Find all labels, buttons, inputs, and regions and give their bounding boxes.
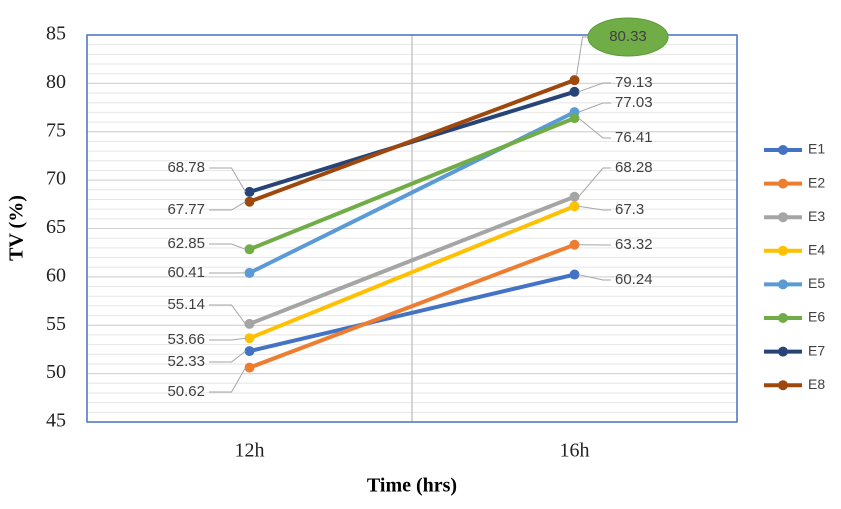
data-point xyxy=(569,191,580,202)
legend-marker xyxy=(778,279,788,290)
data-label: 76.41 xyxy=(615,129,653,146)
legend-label: E4 xyxy=(808,242,825,258)
leader-line xyxy=(209,201,246,211)
legend-marker xyxy=(778,313,788,323)
callout xyxy=(587,17,669,57)
series-line xyxy=(248,204,576,341)
data-point xyxy=(244,362,255,373)
data-label: 53.66 xyxy=(167,331,205,348)
legend-label: E8 xyxy=(808,376,825,392)
leader-line xyxy=(578,102,611,113)
y-tick-label: 70 xyxy=(46,168,66,190)
y-tick-label: 65 xyxy=(46,216,66,238)
data-point xyxy=(244,318,255,329)
data-point xyxy=(569,239,580,250)
data-label: 63.32 xyxy=(615,236,653,253)
series-line xyxy=(248,194,576,326)
data-label: 50.62 xyxy=(167,383,205,400)
legend-label: E1 xyxy=(808,141,825,157)
data-label: 68.78 xyxy=(167,159,205,176)
legend-label: E3 xyxy=(808,208,825,224)
data-label: 60.41 xyxy=(167,264,205,281)
data-label: 52.33 xyxy=(167,353,205,370)
y-tick-label: 80 xyxy=(46,71,66,93)
data-point xyxy=(244,333,255,344)
leader-line xyxy=(578,205,611,211)
data-label: 62.85 xyxy=(167,235,205,252)
leader-line xyxy=(578,82,611,93)
data-point xyxy=(244,244,255,255)
y-tick-label: 85 xyxy=(46,23,66,45)
y-tick-label: 45 xyxy=(46,410,66,432)
data-point xyxy=(569,201,580,212)
y-tick-label: 60 xyxy=(46,264,66,286)
x-tick-label: 16h xyxy=(560,440,590,462)
data-point xyxy=(244,186,255,197)
data-label: 79.13 xyxy=(615,74,653,91)
legend-marker xyxy=(778,245,788,256)
legend-label: E7 xyxy=(808,342,825,358)
data-label: 67.3 xyxy=(615,201,644,218)
leader-line xyxy=(209,337,246,341)
series-line xyxy=(248,78,576,204)
legend-label: E5 xyxy=(808,275,825,291)
y-tick-label: 75 xyxy=(46,119,66,141)
data-point xyxy=(569,269,580,280)
data-point xyxy=(569,75,580,86)
leader-line xyxy=(209,167,246,193)
series-line xyxy=(248,242,576,370)
legend-marker xyxy=(778,212,788,223)
legend-label: E6 xyxy=(808,309,825,325)
data-point xyxy=(244,196,255,207)
leader-line xyxy=(578,117,611,139)
data-point xyxy=(569,113,580,124)
y-tick-label: 50 xyxy=(46,361,66,383)
data-label: 80.33 xyxy=(609,28,647,45)
data-point xyxy=(569,86,580,97)
leader-line xyxy=(209,243,246,250)
legend-marker xyxy=(778,380,788,391)
legend-label: E2 xyxy=(808,174,825,190)
legend-marker xyxy=(778,145,788,155)
plot-frame xyxy=(86,34,738,423)
leader-line xyxy=(578,274,611,281)
data-label: 77.03 xyxy=(615,94,653,111)
data-label: 55.14 xyxy=(167,296,205,313)
data-label: 68.28 xyxy=(615,159,653,176)
legend-marker xyxy=(778,178,788,189)
data-label: 67.77 xyxy=(167,201,205,218)
data-point xyxy=(244,267,255,278)
data-point xyxy=(244,346,255,357)
series-line xyxy=(249,272,575,354)
y-axis-title: TV (%) xyxy=(6,195,28,261)
x-tick-label: 12h xyxy=(235,440,265,462)
leader-line xyxy=(209,367,246,393)
leader-line xyxy=(209,350,246,363)
leader-line xyxy=(209,304,246,325)
x-axis-title: Time (hrs) xyxy=(367,475,457,497)
data-label: 60.24 xyxy=(615,271,653,288)
legend-marker xyxy=(778,346,788,357)
leader-line xyxy=(578,167,611,198)
y-tick-label: 55 xyxy=(46,313,66,335)
series-line xyxy=(248,116,576,252)
